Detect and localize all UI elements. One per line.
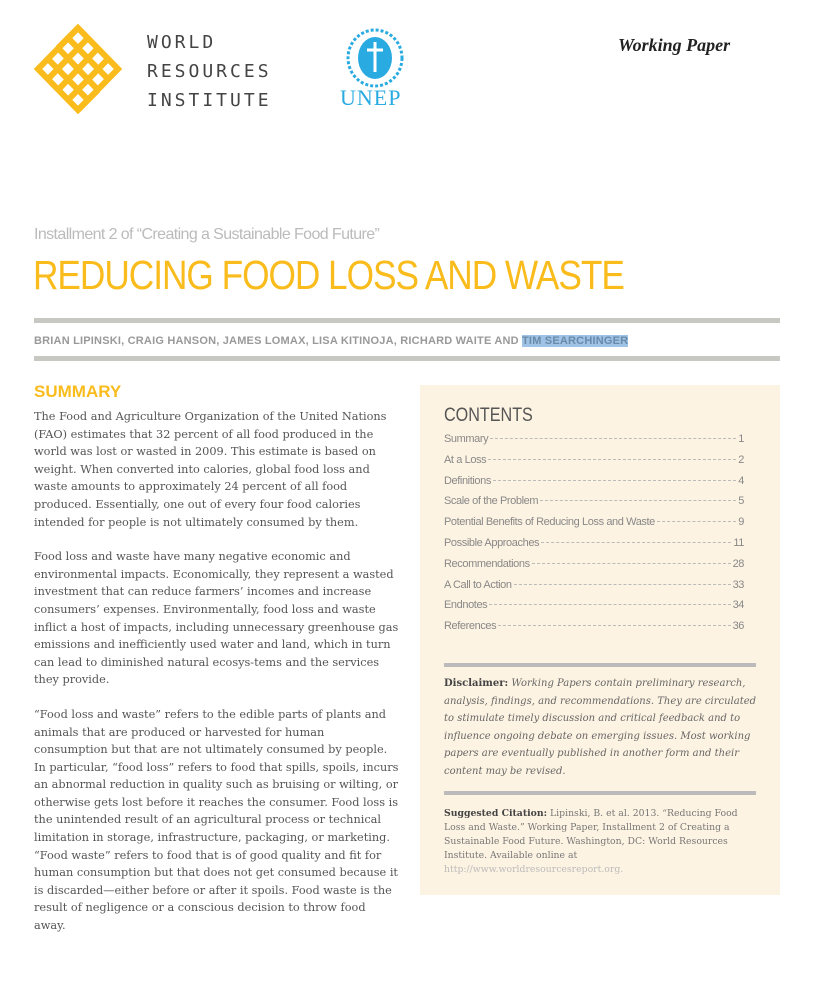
toc-leader [490,438,737,439]
document-type: Working Paper [618,35,731,55]
divider [444,791,756,795]
toc-label: Recommendations [444,557,530,570]
disclaimer: Disclaimer: Working Papers contain preli… [444,675,759,780]
paragraph: Food loss and waste have many negative e… [34,550,399,687]
citation-link[interactable]: http://www.worldresourcesreport.org. [444,864,624,875]
toc-leader [488,458,737,460]
toc-leader [656,521,737,523]
toc-leader [498,625,731,627]
toc-item[interactable]: Possible Approaches 11 [444,537,744,558]
wri-logo-text: WORLD RESOURCES INSTITUTE [147,28,272,115]
authors: BRIAN LIPINSKI, CRAIG HANSON, JAMES LOMA… [34,335,629,347]
toc-label: At a Loss [444,453,487,466]
selected-text[interactable]: TIM SEARCHINGER [522,335,629,347]
citation-text: Lipinski, B. et al. 2013. “Reducing Food… [444,808,738,861]
divider [34,318,780,323]
toc-leader [531,562,731,564]
toc-leader [513,583,731,585]
toc-leader [492,479,737,481]
toc-leader [541,541,732,543]
toc-page: 11 [733,536,744,549]
wri-knot-logo-icon [34,24,122,114]
wri-line-3: INSTITUTE [147,90,272,111]
toc-leader [489,604,731,606]
toc-item[interactable]: Definitions 4 [444,475,744,496]
toc-item[interactable]: Potential Benefits of Reducing Loss and … [444,516,744,537]
wri-line-1: WORLD [147,32,217,53]
toc-label: A Call to Action [444,578,512,591]
unep-logo-text: UNEP [340,85,402,110]
toc-page: 33 [732,578,745,591]
divider [34,356,780,361]
paragraph: The Food and Agriculture Organization of… [34,410,387,529]
toc-item[interactable]: References 36 [444,620,744,641]
toc-item[interactable]: At a Loss 2 [444,454,744,475]
toc-item[interactable]: Endnotes 34 [444,599,744,620]
toc-leader [540,500,737,502]
paragraph: “Food loss and waste” refers to the edib… [34,707,399,933]
toc-page: 9 [738,516,744,529]
citation-label: Suggested Citation: [444,808,548,819]
toc-page: 2 [738,453,744,466]
toc-item[interactable]: Recommendations 28 [444,558,744,579]
toc-label: Scale of the Problem [444,495,539,508]
toc-page: 34 [732,599,745,612]
summary-heading: SUMMARY [34,382,122,401]
divider [444,663,756,667]
toc-label: Endnotes [444,599,488,612]
page-title: REDUCING FOOD LOSS AND WASTE [33,252,625,298]
summary-body: The Food and Agriculture Organization of… [34,408,400,952]
contents-heading: CONTENTS [444,405,533,426]
toc-label: References [444,620,497,633]
toc-item[interactable]: Scale of the Problem 5 [444,495,744,516]
suggested-citation: Suggested Citation: Lipinski, B. et al. … [444,807,744,877]
toc-label: Possible Approaches [444,536,540,549]
toc-item[interactable]: A Call to Action 33 [444,579,744,600]
table-of-contents: Summary 1 At a Loss 2 Definitions 4 Scale of t… [444,433,744,641]
toc-page: 5 [738,495,744,508]
authors-text: BRIAN LIPINSKI, CRAIG HANSON, JAMES LOMA… [34,335,523,347]
unep-emblem-icon [346,28,404,88]
toc-label: Definitions [444,474,491,487]
toc-page: 4 [738,474,744,487]
disclaimer-label: Disclaimer: [444,678,509,689]
toc-page: 1 [738,433,744,445]
disclaimer-text: Working Papers contain preliminary resea… [444,678,757,777]
wri-line-2: RESOURCES [147,61,272,82]
toc-label: Potential Benefits of Reducing Loss and … [444,516,655,529]
toc-page: 28 [732,557,745,570]
contents-sidebar: CONTENTS Summary 1 At a Loss 2 Definitions 4 S… [420,385,780,895]
toc-label: Summary [444,433,489,445]
toc-item[interactable]: Summary 1 [444,433,744,454]
toc-page: 36 [732,620,745,633]
installment-subtitle: Installment 2 of “Creating a Sustainable… [34,226,380,243]
